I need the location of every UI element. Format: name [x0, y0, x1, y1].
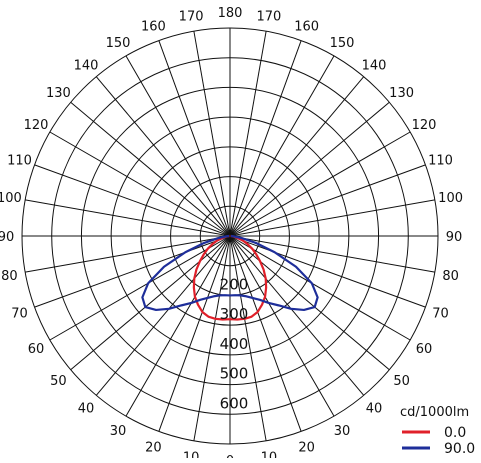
angle-label-left-170: 170: [179, 9, 204, 24]
angle-label-right-20: 20: [298, 440, 315, 455]
angle-label-left-60: 60: [28, 342, 45, 357]
grid-spoke-right-60: [229, 235, 411, 341]
legend-label-1: 90.0: [444, 441, 475, 457]
grid-spoke-right-40: [229, 235, 365, 396]
grid-spoke-right-130: [229, 101, 390, 237]
angle-label-right-130: 130: [389, 86, 414, 101]
grid-spoke-right-100: [229, 199, 435, 237]
grid-spoke-right-20: [229, 235, 302, 432]
angle-label-right-10: 10: [261, 451, 278, 458]
angle-label-0: 0: [226, 454, 234, 458]
curve-series-0: [192, 234, 268, 321]
angle-labels: 0 10 10 20 20 30 30 40 40 50 50 60 60 70 70 80 80 90 90 100…: [0, 6, 463, 463]
angle-label-right-30: 30: [334, 424, 351, 439]
angle-label-left-160: 160: [141, 20, 166, 35]
angle-label-right-160: 160: [294, 20, 319, 35]
angle-label-right-60: 60: [416, 342, 433, 357]
grid-spoke-left-120: [49, 131, 231, 237]
grid-spoke-left-110: [34, 164, 231, 237]
angle-label-right-110: 110: [428, 153, 453, 168]
angle-label-left-40: 40: [78, 402, 95, 417]
angle-label-left-30: 30: [110, 424, 127, 439]
angle-label-right-100: 100: [438, 191, 463, 206]
grid-spoke-right-160: [229, 40, 302, 237]
angle-label-left-50: 50: [50, 374, 67, 389]
legend-label-0: 0.0: [444, 425, 466, 441]
grid-spoke-left-70: [34, 235, 231, 308]
grid-spoke-right-50: [229, 235, 390, 371]
grid-spoke-right-150: [229, 55, 335, 237]
grid-spoke-right-80: [229, 235, 435, 273]
angle-label-right-80: 80: [442, 269, 459, 284]
angle-label-left-10: 10: [183, 451, 200, 458]
angle-label-left-80: 80: [1, 269, 18, 284]
grid-spoke-left-40: [95, 235, 231, 396]
angle-label-right-50: 50: [393, 374, 410, 389]
grid-spoke-left-130: [70, 101, 231, 237]
grid-spoke-right-10: [229, 235, 267, 441]
grid-spoke-right-120: [229, 131, 411, 237]
angle-label-left-20: 20: [145, 440, 162, 455]
ring-label-500: 500: [220, 365, 249, 383]
angle-label-left-150: 150: [106, 36, 131, 51]
angle-label-left-130: 130: [46, 86, 71, 101]
grid-spoke-left-80: [25, 235, 231, 273]
grid-spoke-left-100: [25, 199, 231, 237]
angle-label-left-110: 110: [7, 153, 32, 168]
grid-spoke-right-30: [229, 235, 335, 417]
angle-label-right-90: 90: [446, 230, 463, 245]
angle-label-180: 180: [218, 6, 243, 21]
legend: cd/1000lm 0.090.0: [400, 405, 475, 457]
angle-label-right-120: 120: [412, 118, 437, 133]
ring-label-200: 200: [220, 275, 249, 293]
grid-spoke-right-110: [229, 164, 426, 237]
ring-label-600: 600: [220, 394, 249, 412]
grid-spoke-left-10: [193, 235, 231, 441]
grid-spoke-left-20: [158, 235, 231, 432]
grid-spoke-right-70: [229, 235, 426, 308]
angle-label-left-140: 140: [74, 58, 99, 73]
grid-spoke-left-150: [125, 55, 231, 237]
grid-spoke-left-60: [49, 235, 231, 341]
grid-spoke-left-30: [125, 235, 231, 417]
ring-labels: 200 300 400 500 600: [220, 275, 249, 412]
grid-spoke-left-170: [193, 31, 231, 237]
grid-spoke-right-170: [229, 31, 267, 237]
angle-label-left-100: 100: [0, 191, 22, 206]
angle-label-left-90: 90: [0, 230, 14, 245]
grid-spoke-left-160: [158, 40, 231, 237]
angle-label-right-70: 70: [432, 307, 449, 322]
polar-grid: [21, 27, 439, 445]
intensity-curves: [141, 234, 319, 321]
ring-label-400: 400: [220, 335, 249, 353]
angle-label-right-140: 140: [362, 58, 387, 73]
angle-label-left-120: 120: [24, 118, 49, 133]
grid-spoke-left-140: [95, 76, 231, 237]
angle-label-left-70: 70: [11, 307, 28, 322]
legend-unit-label: cd/1000lm: [400, 405, 469, 420]
curve-series-1: [141, 234, 319, 312]
grid-spoke-left-50: [70, 235, 231, 371]
ring-label-300: 300: [220, 305, 249, 323]
angle-label-right-150: 150: [330, 36, 355, 51]
angle-label-right-170: 170: [256, 9, 281, 24]
angle-label-right-40: 40: [366, 402, 383, 417]
grid-spoke-right-140: [229, 76, 365, 237]
